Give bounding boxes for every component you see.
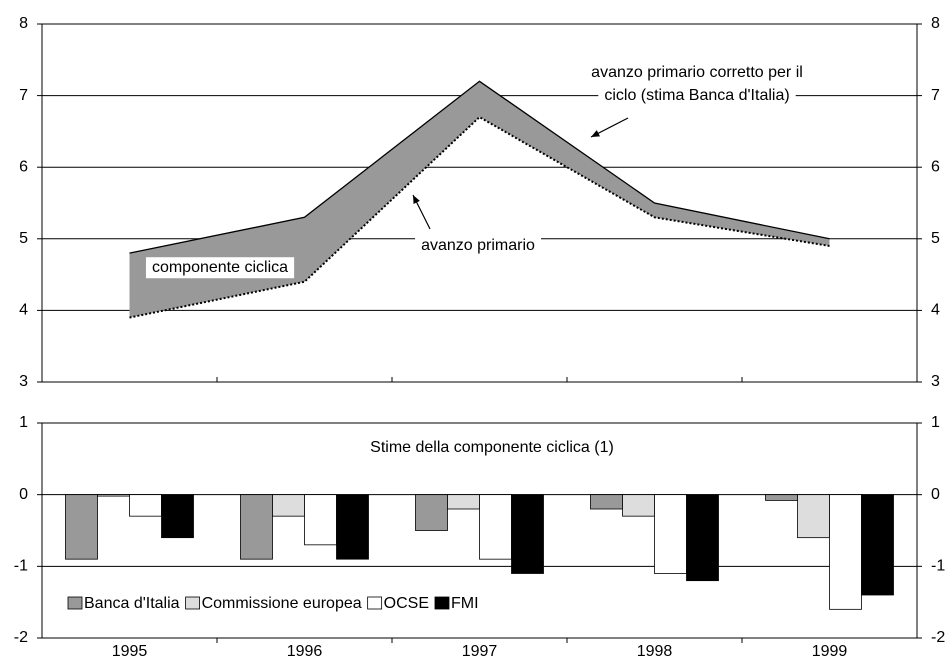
y-tick-label: -1 — [14, 558, 28, 575]
x-tick-label: 1997 — [462, 643, 498, 660]
legend-swatch — [67, 596, 83, 610]
bar — [304, 494, 337, 546]
y-tick-label: 6 — [19, 158, 28, 175]
y2-tick-label: 1 — [931, 414, 940, 431]
annotation: componente ciclica — [152, 259, 288, 276]
legend-label: FMI — [451, 595, 479, 612]
bar — [161, 494, 194, 539]
y-tick-label: 8 — [19, 15, 28, 32]
arrow-head — [591, 130, 600, 137]
bar — [622, 494, 655, 517]
chart-title: Stime della componente ciclica (1) — [370, 439, 614, 456]
bar — [336, 494, 369, 560]
bar — [797, 494, 830, 539]
bar — [861, 494, 894, 596]
bar — [129, 494, 162, 517]
legend-swatch — [434, 596, 450, 610]
bottom-frame — [41, 422, 918, 639]
y-tick-label: 7 — [19, 87, 28, 104]
bar — [479, 494, 512, 560]
y2-tick-label: -1 — [931, 558, 945, 575]
y2-tick-label: 8 — [931, 15, 940, 32]
bar — [97, 494, 130, 497]
bar — [272, 494, 305, 517]
y2-tick-label: 5 — [931, 230, 940, 247]
top-frame — [41, 23, 918, 383]
annotation: ciclo (stima Banca d'Italia) — [604, 87, 789, 104]
y2-tick-label: -2 — [931, 629, 945, 646]
bar — [590, 494, 623, 510]
bar — [511, 494, 544, 574]
y-tick-label: 5 — [19, 230, 28, 247]
y2-tick-label: 3 — [931, 373, 940, 390]
x-tick-label: 1998 — [637, 643, 673, 660]
legend-label: Banca d'Italia — [84, 595, 180, 612]
arrow-head — [413, 195, 420, 204]
bar — [765, 494, 798, 501]
bar — [65, 494, 98, 560]
y-tick-label: 1 — [19, 414, 28, 431]
line — [129, 80, 830, 254]
bar — [654, 494, 687, 574]
annotation-bg — [598, 85, 796, 107]
bar — [686, 494, 719, 582]
annotation-bg — [145, 257, 295, 279]
annotation-bg — [585, 62, 809, 84]
x-tick-label: 1995 — [112, 643, 148, 660]
bar — [447, 494, 480, 510]
annotation-bg — [415, 235, 542, 257]
legend-label: OCSE — [384, 595, 429, 612]
y-tick-label: 3 — [19, 373, 28, 390]
x-tick-label: 1999 — [812, 643, 848, 660]
legend-label: Commissione europea — [202, 595, 362, 612]
y-tick-label: 4 — [19, 302, 28, 319]
bar — [829, 494, 862, 610]
y2-tick-label: 0 — [931, 486, 940, 503]
band-fill — [129, 81, 830, 318]
y-tick-label: -2 — [14, 629, 28, 646]
y2-tick-label: 4 — [931, 302, 940, 319]
x-tick-label: 1996 — [287, 643, 323, 660]
legend-swatch — [367, 596, 383, 610]
bar — [240, 494, 273, 560]
y2-tick-label: 7 — [931, 87, 940, 104]
annotation: avanzo primario corretto per il — [591, 64, 803, 81]
y-tick-label: 0 — [19, 486, 28, 503]
bar — [415, 494, 448, 531]
y2-tick-label: 6 — [931, 158, 940, 175]
legend-swatch — [185, 596, 200, 610]
annotation: avanzo primario — [421, 237, 535, 254]
